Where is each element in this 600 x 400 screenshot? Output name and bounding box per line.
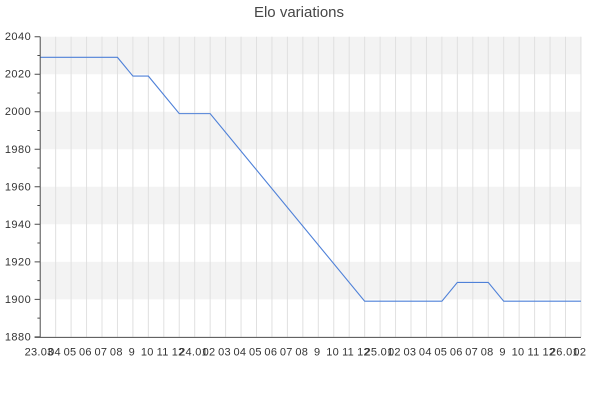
svg-text:12: 12 [543,347,556,359]
svg-text:05: 05 [249,347,262,359]
svg-text:02: 02 [573,347,586,359]
svg-text:9: 9 [314,347,320,359]
svg-text:06: 06 [264,347,277,359]
svg-text:06: 06 [79,347,92,359]
svg-text:05: 05 [434,347,447,359]
svg-text:2000: 2000 [5,106,31,118]
svg-text:1960: 1960 [5,181,31,193]
svg-text:1880: 1880 [5,331,31,343]
svg-text:2020: 2020 [5,69,31,81]
svg-text:1900: 1900 [5,294,31,306]
svg-text:2040: 2040 [5,31,31,43]
svg-text:07: 07 [280,347,293,359]
svg-text:06: 06 [450,347,463,359]
svg-text:12: 12 [357,347,370,359]
svg-text:9: 9 [499,347,505,359]
svg-text:07: 07 [465,347,478,359]
svg-text:10: 10 [141,347,154,359]
svg-text:08: 08 [481,347,494,359]
svg-text:04: 04 [419,347,432,359]
svg-text:10: 10 [326,347,339,359]
svg-text:11: 11 [157,347,169,359]
svg-text:24.01: 24.01 [179,347,208,359]
svg-text:08: 08 [295,347,308,359]
svg-text:23.03: 23.03 [25,347,54,359]
svg-text:11: 11 [527,347,539,359]
svg-text:04: 04 [48,347,61,359]
svg-text:03: 03 [218,347,231,359]
svg-text:25.01: 25.01 [364,347,393,359]
svg-text:12: 12 [172,347,185,359]
svg-text:02: 02 [388,347,401,359]
svg-text:26.01: 26.01 [550,347,579,359]
svg-text:Elo variations: Elo variations [254,4,344,21]
svg-text:02: 02 [203,347,216,359]
svg-text:1920: 1920 [5,256,31,268]
svg-text:1940: 1940 [5,219,31,231]
svg-text:03: 03 [403,347,416,359]
svg-text:1980: 1980 [5,144,31,156]
svg-text:07: 07 [94,347,107,359]
svg-text:08: 08 [110,347,123,359]
svg-text:04: 04 [234,347,247,359]
svg-text:10: 10 [512,347,525,359]
svg-text:11: 11 [342,347,354,359]
svg-text:9: 9 [129,347,135,359]
svg-text:05: 05 [64,347,77,359]
